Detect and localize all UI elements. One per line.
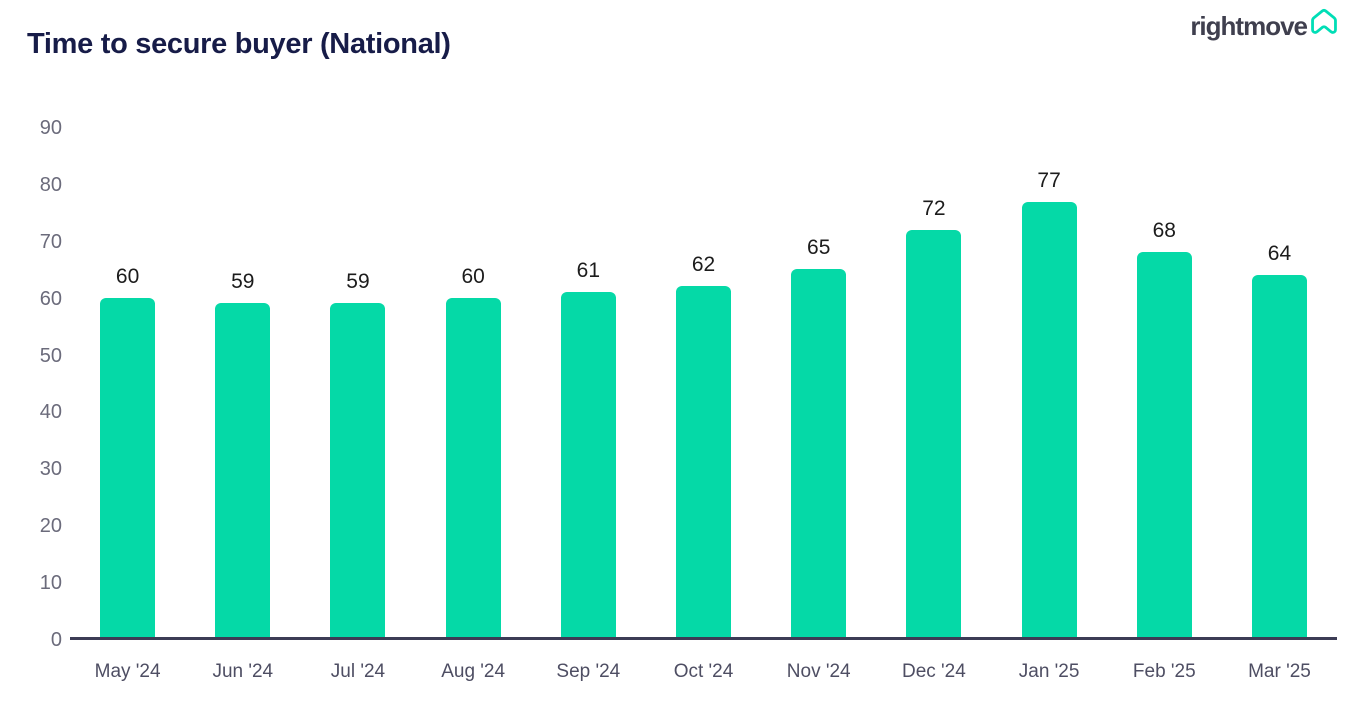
bar-value-label: 60 xyxy=(115,264,140,288)
bar-column: 65 xyxy=(761,128,876,637)
x-tick-label: Jan '25 xyxy=(1018,661,1080,683)
bar-column: 61 xyxy=(531,128,646,637)
bars-row: 60 59 59 60 61 62 65 72 77 68 64 xyxy=(70,128,1337,637)
y-tick-label: 40 xyxy=(39,401,62,424)
y-axis: 0 10 20 30 40 50 60 70 80 90 xyxy=(22,118,62,650)
bar xyxy=(1136,252,1192,637)
bar xyxy=(560,292,616,637)
bar-column: 72 xyxy=(876,128,991,637)
x-tick-label: Jul '24 xyxy=(330,661,386,683)
bar xyxy=(330,303,386,637)
bar-value-label: 60 xyxy=(461,264,485,288)
bar-value-label: 65 xyxy=(807,236,831,260)
x-tick-label: Jun '24 xyxy=(212,661,274,683)
chart-title: Time to secure buyer (National) xyxy=(27,28,451,60)
y-tick-label: 0 xyxy=(50,629,62,651)
bar-value-label: 64 xyxy=(1267,242,1292,266)
house-icon xyxy=(1311,9,1337,34)
x-tick-label: Nov '24 xyxy=(786,661,851,683)
bar-column: 62 xyxy=(646,128,761,637)
bar-column: 59 xyxy=(300,128,415,637)
x-tick-label: Feb '25 xyxy=(1132,661,1196,683)
bar-value-label: 62 xyxy=(691,253,716,277)
plot-area: 60 59 59 60 61 62 65 72 77 68 64 xyxy=(70,128,1337,640)
rightmove-logo-text: rightmove xyxy=(1190,10,1308,41)
bar-value-label: 61 xyxy=(576,259,601,283)
bar-value-label: 72 xyxy=(922,196,946,220)
bar xyxy=(215,303,271,637)
bar xyxy=(445,297,501,637)
x-tick-label: May '24 xyxy=(94,661,161,683)
y-tick-label: 70 xyxy=(39,230,62,253)
bar-column: 60 xyxy=(416,128,531,637)
bar-column: 77 xyxy=(992,128,1107,637)
bar-chart: 0 10 20 30 40 50 60 70 80 90 60 59 59 60 61 62 65 72 77 68… xyxy=(22,118,1337,706)
bar xyxy=(906,229,962,637)
y-tick-label: 50 xyxy=(39,344,62,367)
x-tick-label: Mar '25 xyxy=(1248,661,1311,683)
bar xyxy=(1251,275,1307,637)
bar-value-label: 68 xyxy=(1152,219,1176,243)
bar-column: 59 xyxy=(185,128,300,637)
bar xyxy=(1021,201,1077,637)
rightmove-logo: rightmove xyxy=(1190,9,1340,42)
x-tick-label: Sep '24 xyxy=(556,661,621,683)
bar-column: 60 xyxy=(70,128,185,637)
y-tick-label: 90 xyxy=(39,117,62,139)
x-axis-labels: May '24 Jun '24 Jul '24 Aug '24 Sep '24 Oct '… xyxy=(70,661,1337,684)
x-tick-label: Aug '24 xyxy=(441,661,506,683)
bar xyxy=(791,269,847,637)
y-tick-label: 60 xyxy=(39,287,62,310)
bar-column: 68 xyxy=(1107,128,1222,637)
bar-column: 64 xyxy=(1222,128,1337,637)
y-tick-label: 80 xyxy=(39,173,62,196)
y-tick-label: 30 xyxy=(39,458,62,481)
bar-value-label: 59 xyxy=(346,270,370,294)
x-tick-label: Dec '24 xyxy=(901,661,966,683)
y-tick-label: 20 xyxy=(39,515,62,538)
y-tick-label: 10 xyxy=(39,572,62,595)
bar xyxy=(100,297,156,637)
bar-value-label: 59 xyxy=(231,270,255,294)
bar-value-label: 77 xyxy=(1037,168,1061,192)
x-tick-label: Oct '24 xyxy=(673,661,734,683)
bar xyxy=(676,286,732,637)
